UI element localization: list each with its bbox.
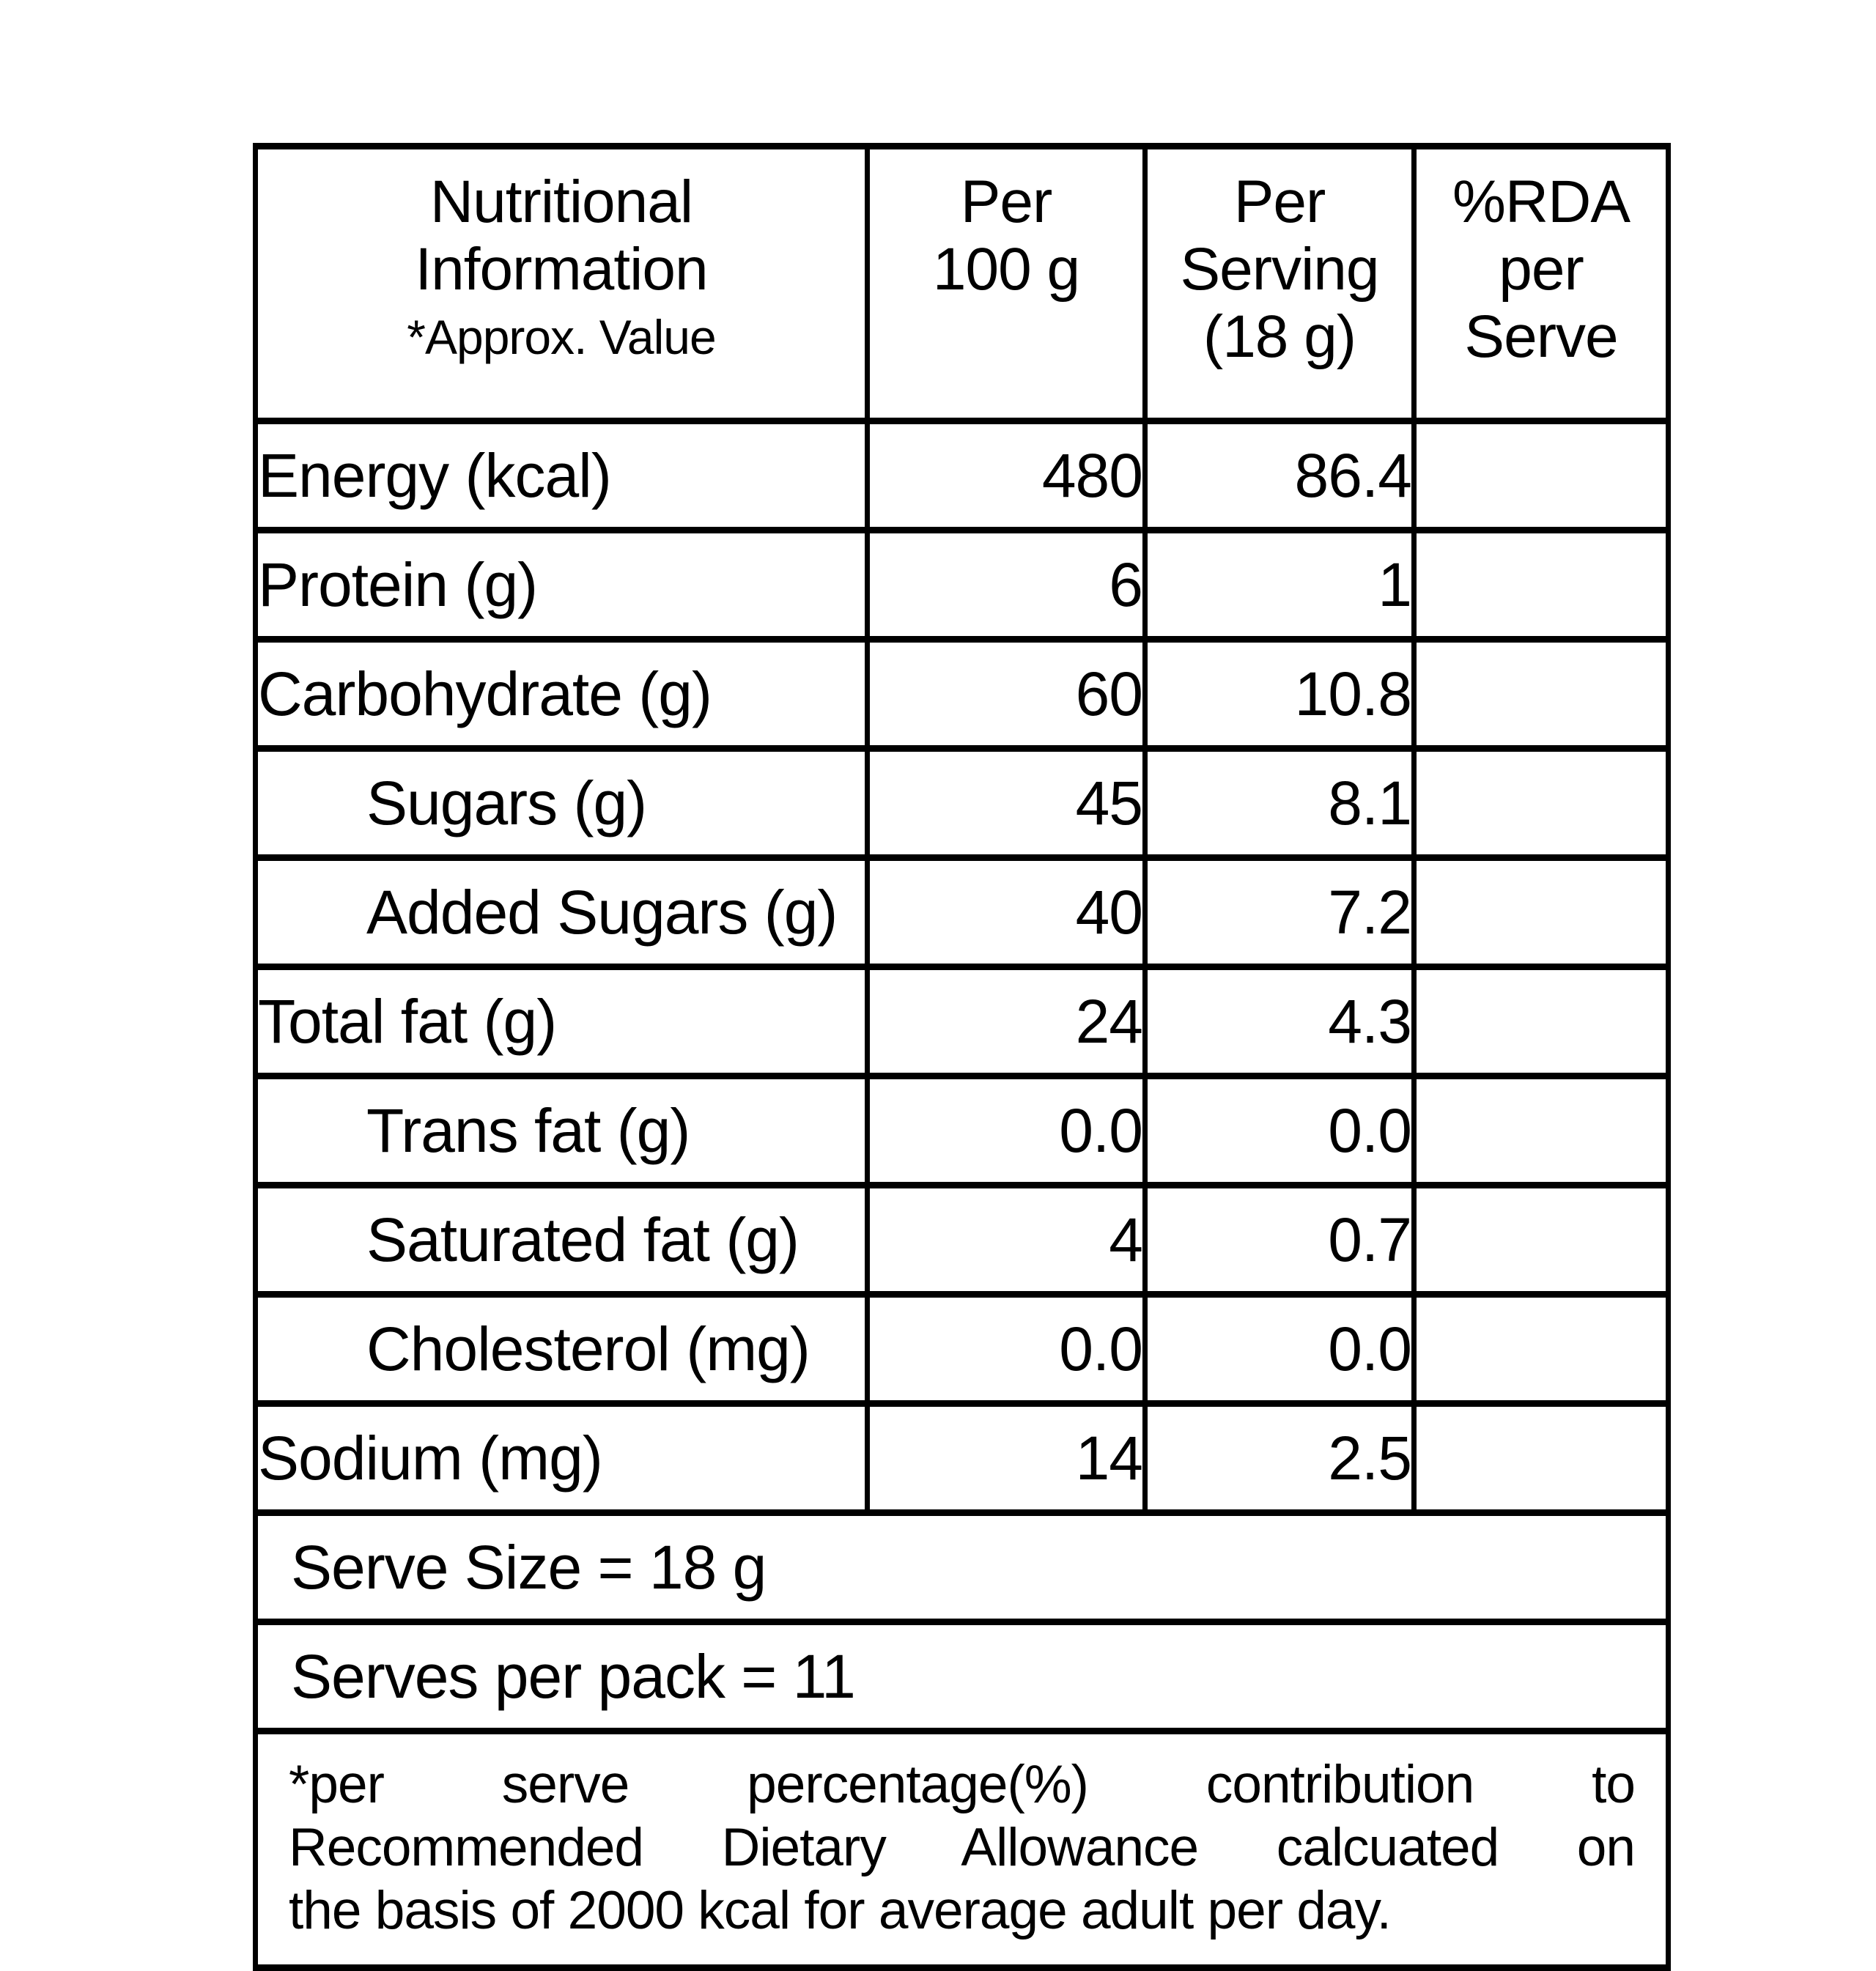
nutrient-label: Energy (kcal) [253,418,870,533]
per-100g-value: 0.0 [865,1073,1148,1188]
table-row-total-fat: Total fat (g) 24 4.3 [253,964,1671,1079]
rda-value [1411,1182,1671,1298]
table-row-sugars: Sugars (g) 45 8.1 [253,745,1671,861]
rda-value [1411,1291,1671,1407]
nutrient-label: Total fat (g) [253,964,870,1079]
serve-size-text: Serve Size = 18 g [253,1509,1671,1625]
nutrient-label: Protein (g) [253,527,870,643]
rda-value [1411,854,1671,970]
table-row-protein: Protein (g) 6 1 [253,527,1671,643]
rda-value [1411,527,1671,643]
per-serving-value: 1 [1142,527,1417,643]
table-row-carbohydrate: Carbohydrate (g) 60 10.8 [253,636,1671,752]
per-serving-value: 7.2 [1142,854,1417,970]
rda-value [1411,636,1671,752]
serves-per-pack-text: Serves per pack = 11 [253,1619,1671,1734]
nutrition-label: Nutritional Information *Approx. Value P… [253,143,1671,1971]
rda-value [1411,1073,1671,1188]
serves-per-pack-row: Serves per pack = 11 [253,1619,1671,1734]
header-rda-per-serve: %RDA per Serve [1411,143,1671,424]
table-row-cholesterol: Cholesterol (mg) 0.0 0.0 [253,1291,1671,1407]
nutrient-label: Trans fat (g) [253,1073,870,1188]
rda-value [1411,418,1671,533]
rda-value [1411,745,1671,861]
per-100g-value: 40 [865,854,1148,970]
nutrient-label: Added Sugars (g) [253,854,870,970]
per-serving-value: 2.5 [1142,1400,1417,1516]
per-serving-value: 10.8 [1142,636,1417,752]
per-serving-value: 86.4 [1142,418,1417,533]
rda-footnote: *per serve percentage(%) contribution to… [253,1728,1671,1971]
table-row-energy: Energy (kcal) 480 86.4 [253,418,1671,533]
table-row-sodium: Sodium (mg) 14 2.5 [253,1400,1671,1516]
header-per-100g: Per 100 g [865,143,1148,424]
per-100g-value: 0.0 [865,1291,1148,1407]
header-title: Nutritional Information [415,169,708,303]
per-100g-value: 24 [865,964,1148,1079]
nutrient-label: Carbohydrate (g) [253,636,870,752]
footnote-line-1: *per serve percentage(%) contribution to [289,1755,1636,1814]
header-approx-note: *Approx. Value [407,310,716,364]
rda-value [1411,964,1671,1079]
nutrient-label: Saturated fat (g) [253,1182,870,1298]
per-serving-value: 8.1 [1142,745,1417,861]
header-per-serving: Per Serving (18 g) [1142,143,1417,424]
per-100g-value: 45 [865,745,1148,861]
nutrition-facts-table: Nutritional Information *Approx. Value P… [253,143,1671,1971]
table-row-trans-fat: Trans fat (g) 0.0 0.0 [253,1073,1671,1188]
nutrient-label: Sodium (mg) [253,1400,870,1516]
table-row-saturated-fat: Saturated fat (g) 4 0.7 [253,1182,1671,1298]
per-100g-value: 4 [865,1182,1148,1298]
per-serving-value: 4.3 [1142,964,1417,1079]
header-row: Nutritional Information *Approx. Value P… [253,143,1671,424]
rda-footnote-row: *per serve percentage(%) contribution to… [253,1728,1671,1971]
footnote-line-2: Recommended Dietary Allowance calcuated … [289,1818,1636,1877]
per-100g-value: 480 [865,418,1148,533]
footnote-line-3: the basis of 2000 kcal for average adult… [289,1881,1392,1940]
per-100g-value: 6 [865,527,1148,643]
table-row-added-sugars: Added Sugars (g) 40 7.2 [253,854,1671,970]
per-100g-value: 60 [865,636,1148,752]
per-100g-value: 14 [865,1400,1148,1516]
nutrient-label: Sugars (g) [253,745,870,861]
rda-value [1411,1400,1671,1516]
per-serving-value: 0.0 [1142,1291,1417,1407]
header-nutritional-information: Nutritional Information *Approx. Value [253,143,870,424]
per-serving-value: 0.7 [1142,1182,1417,1298]
serve-size-row: Serve Size = 18 g [253,1509,1671,1625]
per-serving-value: 0.0 [1142,1073,1417,1188]
nutrient-label: Cholesterol (mg) [253,1291,870,1407]
